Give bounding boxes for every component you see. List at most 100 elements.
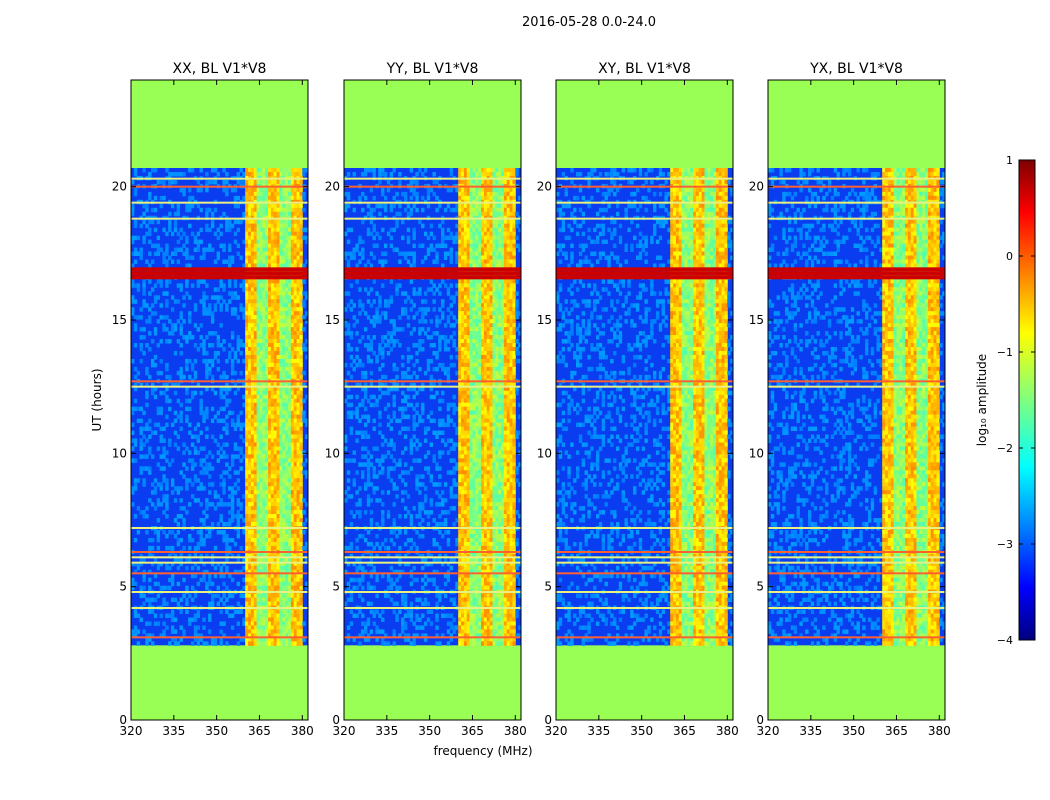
heatmap-cell [512,223,516,229]
heatmap-cell [165,601,169,607]
heatmap-cell [279,390,283,396]
heatmap-cell [208,247,212,253]
heatmap-cell [481,211,485,217]
heatmap-cell [273,207,278,213]
heatmap-cell [296,171,300,177]
heatmap-cell [279,410,283,416]
heatmap-cell [170,331,175,336]
heatmap-cell [290,573,295,579]
heatmap-cell [492,223,496,229]
heatmap-cell [466,207,471,213]
heatmap-cell [259,347,263,352]
heatmap-cell [205,211,209,217]
heatmap-cell [299,482,303,487]
heatmap-cell [248,235,252,241]
heatmap-cell [270,609,275,615]
heatmap-cell [256,402,260,408]
heatmap-cell [492,179,496,185]
heatmap-cell [148,231,152,237]
heatmap-cell [148,621,152,626]
heatmap-cell [409,279,414,284]
heatmap-cell [489,203,493,209]
heatmap-cell [193,545,198,551]
heatmap-cell [296,251,300,257]
heatmap-cell [285,625,289,630]
heatmap-cell [259,227,263,233]
heatmap-cell [296,470,300,475]
heatmap-cell [472,279,476,284]
heatmap-cell [170,573,175,579]
heatmap-cell [495,287,499,292]
heatmap-cell [466,195,471,201]
heatmap-cell [299,347,303,352]
heatmap-cell [358,259,362,264]
heatmap-cell [279,386,283,392]
heatmap-cell [302,510,306,515]
heatmap-cell [352,171,356,177]
heatmap-cell [219,231,223,237]
heatmap-cell [282,581,286,587]
heatmap-cell [458,279,462,284]
heatmap-cell [472,171,476,177]
heatmap-cell [162,390,166,396]
heatmap-cell [270,450,275,455]
heatmap-cell [276,577,280,583]
heatmap-cell [210,311,215,316]
heatmap-cell [378,299,382,304]
heatmap-cell [173,410,178,416]
heatmap-cell [288,553,292,559]
heatmap-cell [288,303,292,308]
heatmap-cell [233,195,238,201]
heatmap-cell [288,410,292,416]
heatmap-cell [293,323,298,328]
heatmap-cell [213,593,218,599]
heatmap-cell [501,283,505,288]
heatmap-cell [162,291,166,296]
heatmap-cell [498,287,502,292]
heatmap-cell [290,406,295,412]
heatmap-cell [256,251,260,257]
heatmap-cell [270,374,275,380]
heatmap-cell [173,498,178,503]
heatmap-cell [228,354,232,360]
heatmap-cell [293,168,298,173]
heatmap-cell [182,474,186,479]
heatmap-cell [248,414,252,420]
heatmap-cell [256,422,260,428]
heatmap-cell [165,291,169,296]
heatmap-cell [392,227,396,233]
heatmap-cell [466,227,471,233]
heatmap-cell [483,211,488,217]
heatmap-cell [188,450,192,455]
heatmap-cell [273,557,278,563]
heatmap-cell [265,450,269,455]
heatmap-cell [512,295,516,300]
heatmap-cell [156,343,161,348]
heatmap-cell [248,279,252,284]
heatmap-cell [461,219,465,225]
heatmap-cell [208,533,212,539]
heatmap-cell [461,283,465,288]
heatmap-cell [265,307,269,312]
heatmap-cell [290,458,295,463]
heatmap-cell [478,255,482,260]
heatmap-cell [196,625,201,630]
heatmap-cell [290,597,295,603]
heatmap-cell [165,422,169,428]
heatmap-cell [262,442,266,447]
heatmap-cell [461,287,465,292]
heatmap-cell [279,450,283,455]
heatmap-cell [276,339,280,344]
heatmap-cell [162,633,166,638]
heatmap-cell [193,239,198,245]
heatmap-cell [285,613,289,618]
heatmap-cell [282,263,286,268]
heatmap-cell [256,438,260,443]
heatmap-cell [290,490,295,495]
heatmap-cell [148,609,152,615]
heatmap-cell [276,251,280,257]
heatmap-cell [481,299,485,304]
heatmap-cell [179,402,183,408]
heatmap-cell [242,529,246,535]
heatmap-cell [188,295,192,300]
